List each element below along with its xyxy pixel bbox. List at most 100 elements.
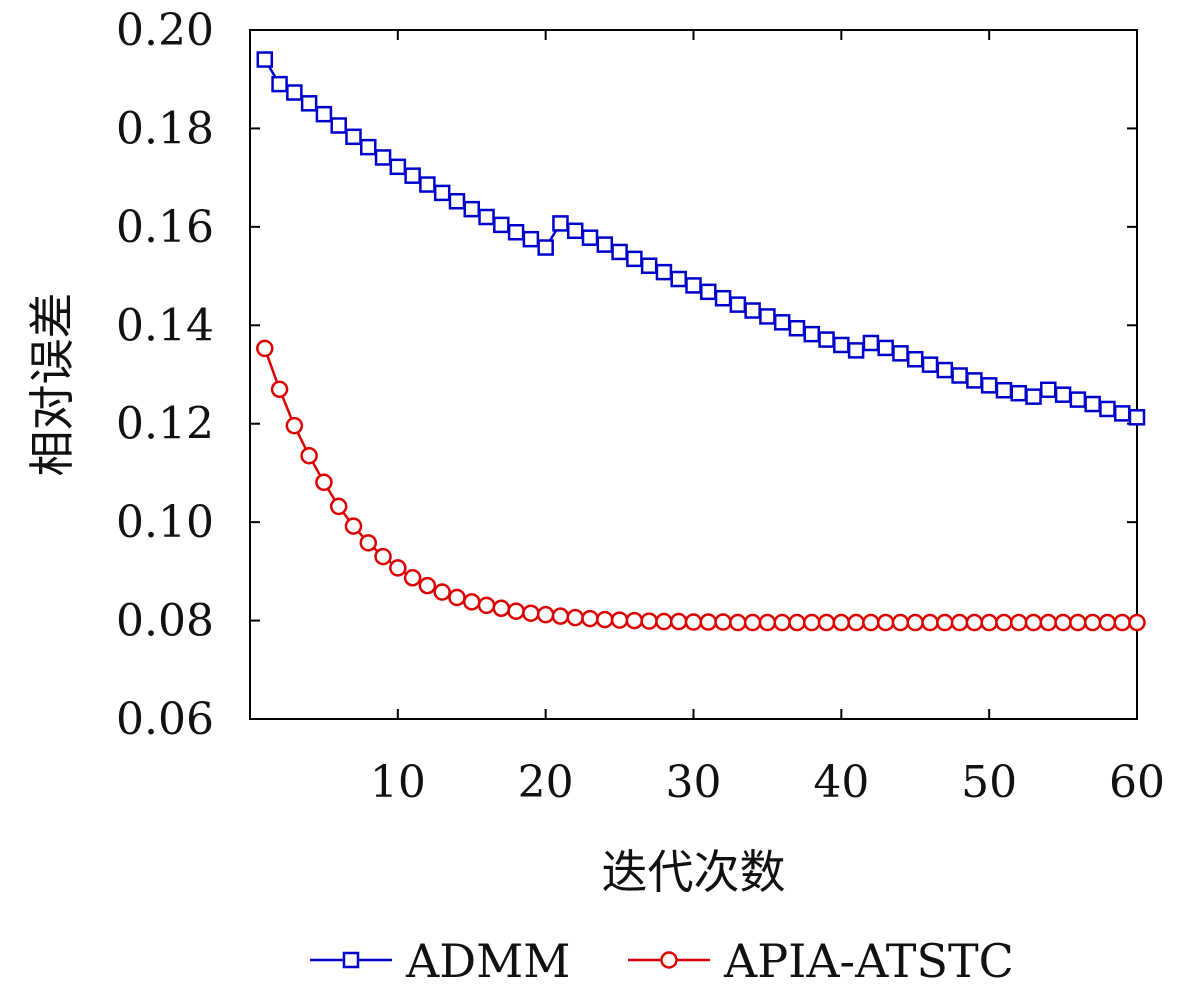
data-point xyxy=(522,604,540,622)
data-point xyxy=(803,325,821,343)
y-tick-label: 0.14 xyxy=(116,300,214,351)
data-point xyxy=(330,117,347,134)
data-point xyxy=(817,613,836,632)
data-point xyxy=(566,608,584,627)
data-point xyxy=(448,193,466,210)
data-point xyxy=(581,609,599,628)
data-point xyxy=(965,613,984,632)
y-tick-label: 0.18 xyxy=(116,103,214,154)
data-point xyxy=(640,257,658,274)
data-point xyxy=(507,602,525,620)
data-point xyxy=(1128,409,1146,426)
data-point xyxy=(1054,613,1072,632)
data-point xyxy=(433,184,451,202)
data-point xyxy=(270,380,289,399)
series-line xyxy=(263,58,1138,419)
data-point xyxy=(507,224,525,241)
x-tick-label: 20 xyxy=(518,757,574,808)
data-point xyxy=(1040,381,1057,399)
data-point xyxy=(1099,400,1116,418)
data-point xyxy=(419,176,436,193)
y-axis-title: 相对误差 xyxy=(25,293,79,477)
data-point xyxy=(1069,613,1087,632)
data-point xyxy=(315,105,333,123)
data-point xyxy=(670,270,687,288)
data-point xyxy=(876,613,895,632)
data-point xyxy=(921,356,939,373)
data-point xyxy=(950,613,969,632)
data-point xyxy=(773,314,791,331)
data-point xyxy=(403,569,422,587)
x-axis: 10 20 30 40 50 60 xyxy=(370,30,1165,808)
data-point xyxy=(610,611,629,629)
data-point xyxy=(788,319,806,337)
data-point xyxy=(1039,613,1058,632)
x-tick-label: 50 xyxy=(961,757,1017,808)
y-tick-label: 0.16 xyxy=(116,202,214,253)
data-point xyxy=(773,613,791,632)
data-point xyxy=(537,239,554,256)
data-point xyxy=(1098,613,1117,632)
data-point xyxy=(626,250,643,268)
data-point xyxy=(285,416,304,435)
data-point xyxy=(980,377,998,394)
data-point xyxy=(581,229,599,246)
data-point xyxy=(714,289,732,307)
data-point xyxy=(995,381,1013,399)
data-point xyxy=(700,283,717,301)
data-point xyxy=(847,342,865,359)
legend-item: ADMM xyxy=(310,934,570,988)
x-tick-label: 30 xyxy=(666,757,722,808)
data-point xyxy=(374,547,392,566)
data-point xyxy=(951,367,968,384)
data-point xyxy=(832,613,851,632)
data-point xyxy=(596,236,614,253)
data-point xyxy=(360,138,377,156)
legend-swatch-marker xyxy=(342,951,360,969)
data-point xyxy=(551,607,570,625)
data-point xyxy=(359,534,378,552)
series-layer xyxy=(256,51,1146,632)
data-point xyxy=(1083,613,1102,632)
y-tick-label: 0.12 xyxy=(116,399,214,450)
data-point xyxy=(418,576,437,595)
data-point xyxy=(966,372,983,389)
data-point xyxy=(522,230,540,248)
data-point xyxy=(1054,386,1072,403)
data-point xyxy=(433,583,451,601)
data-point xyxy=(729,296,747,313)
data-point xyxy=(743,613,762,632)
data-point xyxy=(374,149,392,166)
data-point xyxy=(892,345,909,362)
x-tick-label: 60 xyxy=(1109,757,1165,808)
data-point xyxy=(759,308,776,325)
data-point xyxy=(803,613,821,632)
y-tick-label: 0.06 xyxy=(116,694,214,745)
data-point xyxy=(286,84,303,101)
x-tick-label: 10 xyxy=(370,757,426,808)
data-point xyxy=(552,215,569,232)
data-point xyxy=(478,208,495,226)
data-point xyxy=(877,339,894,357)
data-point xyxy=(1069,391,1087,408)
data-point xyxy=(655,263,673,281)
data-point xyxy=(758,613,777,632)
data-point xyxy=(1113,613,1131,632)
data-point xyxy=(404,167,421,184)
data-point xyxy=(891,613,910,632)
data-point xyxy=(625,611,644,630)
series-admm xyxy=(256,51,1146,426)
data-point xyxy=(566,222,584,240)
data-point xyxy=(1113,405,1131,422)
data-point xyxy=(818,331,835,348)
data-point xyxy=(655,612,673,631)
data-point xyxy=(995,613,1013,632)
legend: ADMM APIA-ATSTC xyxy=(310,934,1014,988)
x-tick-label: 40 xyxy=(813,757,869,808)
data-point xyxy=(271,75,288,93)
data-point xyxy=(448,588,466,607)
y-tick-label: 0.20 xyxy=(116,5,214,56)
data-point xyxy=(300,446,318,465)
data-point xyxy=(536,605,555,624)
